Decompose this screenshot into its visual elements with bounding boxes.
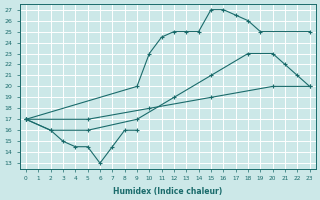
X-axis label: Humidex (Indice chaleur): Humidex (Indice chaleur) (113, 187, 222, 196)
